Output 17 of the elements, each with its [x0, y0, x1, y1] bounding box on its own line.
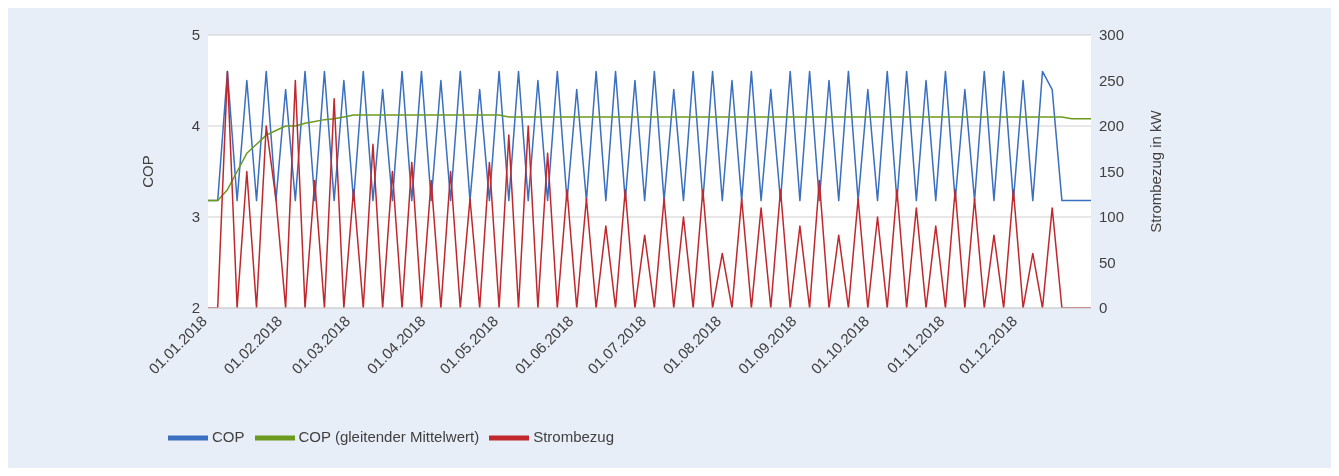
- y2-tick-label: 50: [1099, 253, 1116, 271]
- legend-label: COP: [212, 427, 245, 445]
- y2-tick-label: 100: [1099, 208, 1125, 226]
- y-tick-label: 3: [191, 208, 200, 226]
- y2-tick-label: 200: [1099, 117, 1125, 135]
- y2-axis-title: Strombezug in kW: [1147, 109, 1165, 233]
- legend-label: COP (gleitender Mittelwert): [298, 427, 480, 445]
- line-series: [208, 114, 1091, 202]
- y-tick-label: 4: [191, 117, 200, 135]
- y-axis-title: COP: [139, 155, 157, 188]
- legend-label: Strombezug: [533, 427, 615, 445]
- y2-tick-label: 250: [1099, 71, 1125, 89]
- y2-tick-label: 150: [1099, 162, 1125, 180]
- y2-tick-label: 300: [1099, 26, 1125, 44]
- y-tick-label: 2: [191, 299, 200, 317]
- y2-tick-label: 0: [1099, 299, 1108, 317]
- y-tick-label: 5: [191, 26, 200, 44]
